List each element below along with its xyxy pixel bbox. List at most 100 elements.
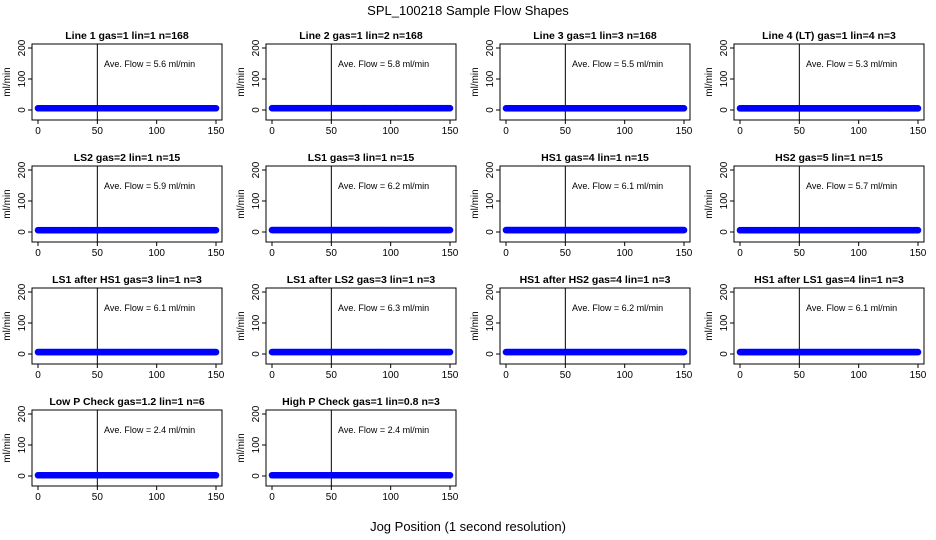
panel-title: Line 2 gas=1 lin=2 n=168 [299, 30, 423, 42]
x-tick-label: 150 [910, 126, 927, 137]
x-tick-label: 150 [676, 370, 693, 381]
y-axis-label: ml/min [236, 311, 247, 340]
data-points [268, 104, 454, 112]
panel-title: LS2 gas=2 lin=1 n=15 [74, 152, 181, 164]
ave-flow-annotation: Ave. Flow = 5.9 ml/min [104, 181, 195, 191]
x-tick-label: 100 [148, 492, 165, 503]
data-point [914, 105, 922, 112]
data-point [446, 226, 454, 234]
y-axis-label: ml/min [236, 189, 247, 218]
y-tick-label: 0 [17, 351, 28, 357]
data-point [212, 104, 220, 112]
ave-flow-annotation: Ave. Flow = 6.1 ml/min [806, 303, 897, 313]
y-tick-label: 100 [719, 192, 730, 209]
data-points [34, 348, 220, 356]
panel: HS2 gas=5 lin=1 n=15 0 50 100 150 0 100 200 ml/m… [704, 152, 927, 259]
y-tick-label: 100 [251, 436, 262, 453]
x-tick-label: 150 [208, 126, 225, 137]
y-axis-label: ml/min [2, 311, 13, 340]
panel-title: Line 1 gas=1 lin=1 n=168 [65, 30, 189, 42]
panel-title: HS1 after LS1 gas=4 lin=1 n=3 [754, 274, 904, 286]
x-tick-label: 0 [269, 126, 275, 137]
data-points [502, 348, 688, 356]
x-tick-label: 100 [148, 248, 165, 259]
panel-title: HS1 gas=4 lin=1 n=15 [541, 152, 649, 164]
x-tick-label: 0 [269, 492, 275, 503]
x-tick-label: 50 [560, 126, 572, 137]
y-axis-label: ml/min [2, 433, 13, 462]
x-tick-label: 100 [382, 248, 399, 259]
y-tick-label: 0 [485, 351, 496, 357]
panel: Line 1 gas=1 lin=1 n=168 0 50 100 150 0 100 200… [2, 30, 225, 137]
data-point [680, 105, 688, 112]
y-tick-label: 0 [251, 473, 262, 479]
y-axis-label: ml/min [704, 189, 715, 218]
x-tick-label: 50 [326, 126, 338, 137]
x-tick-label: 50 [92, 126, 104, 137]
y-tick-label: 200 [17, 39, 28, 56]
data-point [914, 348, 922, 356]
x-tick-label: 0 [503, 126, 509, 137]
panel-title: Low P Check gas=1.2 lin=1 n=6 [49, 396, 204, 408]
y-tick-label: 100 [719, 70, 730, 87]
x-tick-label: 0 [737, 248, 743, 259]
plot-frame [265, 43, 457, 121]
x-tick-label: 0 [503, 248, 509, 259]
data-points [34, 104, 220, 112]
plot-frame [733, 287, 925, 365]
x-tick-label: 0 [503, 370, 509, 381]
y-tick-label: 100 [485, 314, 496, 331]
plot-frame [733, 43, 925, 121]
y-tick-label: 0 [17, 107, 28, 113]
panel-title: Line 4 (LT) gas=1 lin=4 n=3 [762, 30, 896, 42]
panel-title: LS1 after LS2 gas=3 lin=1 n=3 [287, 274, 436, 286]
ave-flow-annotation: Ave. Flow = 5.5 ml/min [572, 59, 663, 69]
x-tick-label: 100 [382, 126, 399, 137]
x-tick-label: 0 [35, 492, 41, 503]
panel: HS1 after LS1 gas=4 lin=1 n=3 0 50 100 150 0 1… [704, 274, 927, 381]
panel-title: High P Check gas=1 lin=0.8 n=3 [282, 396, 440, 408]
y-axis-label: ml/min [704, 311, 715, 340]
figure-xlabel: Jog Position (1 second resolution) [370, 519, 566, 534]
panel-title: LS1 gas=3 lin=1 n=15 [308, 152, 415, 164]
x-tick-label: 150 [208, 370, 225, 381]
y-tick-label: 0 [485, 107, 496, 113]
plot-frame [499, 43, 691, 121]
y-axis-label: ml/min [2, 67, 13, 96]
x-tick-label: 0 [737, 370, 743, 381]
panel: LS1 after HS1 gas=3 lin=1 n=3 0 50 100 150 0 1… [2, 274, 225, 381]
plot-frame [31, 287, 223, 365]
panel: Low P Check gas=1.2 lin=1 n=6 0 50 100 150 0 1… [2, 396, 225, 503]
x-tick-label: 50 [560, 248, 572, 259]
data-points [34, 226, 220, 234]
x-tick-label: 100 [850, 370, 867, 381]
x-tick-label: 150 [208, 248, 225, 259]
x-tick-label: 0 [35, 248, 41, 259]
plot-frame [265, 409, 457, 487]
x-tick-label: 50 [92, 248, 104, 259]
y-axis-label: ml/min [470, 311, 481, 340]
x-tick-label: 50 [794, 248, 806, 259]
panel: Line 2 gas=1 lin=2 n=168 0 50 100 150 0 100 200… [236, 30, 459, 137]
y-tick-label: 200 [251, 405, 262, 422]
ave-flow-annotation: Ave. Flow = 5.7 ml/min [806, 181, 897, 191]
panel: Line 4 (LT) gas=1 lin=4 n=3 0 50 100 150 0 100… [704, 30, 927, 137]
x-tick-label: 150 [676, 248, 693, 259]
data-points [736, 348, 922, 356]
x-tick-label: 50 [326, 248, 338, 259]
y-tick-label: 100 [251, 70, 262, 87]
y-tick-label: 200 [17, 161, 28, 178]
data-point [680, 226, 688, 234]
x-tick-label: 0 [269, 370, 275, 381]
data-points [736, 226, 922, 234]
plot-frame [265, 165, 457, 243]
x-tick-label: 0 [737, 126, 743, 137]
ave-flow-annotation: Ave. Flow = 6.3 ml/min [338, 303, 429, 313]
y-tick-label: 100 [17, 70, 28, 87]
y-tick-label: 100 [251, 314, 262, 331]
x-tick-label: 50 [794, 370, 806, 381]
y-tick-label: 0 [719, 107, 730, 113]
x-tick-label: 100 [148, 370, 165, 381]
panel-title: HS2 gas=5 lin=1 n=15 [775, 152, 883, 164]
data-points [268, 471, 454, 479]
